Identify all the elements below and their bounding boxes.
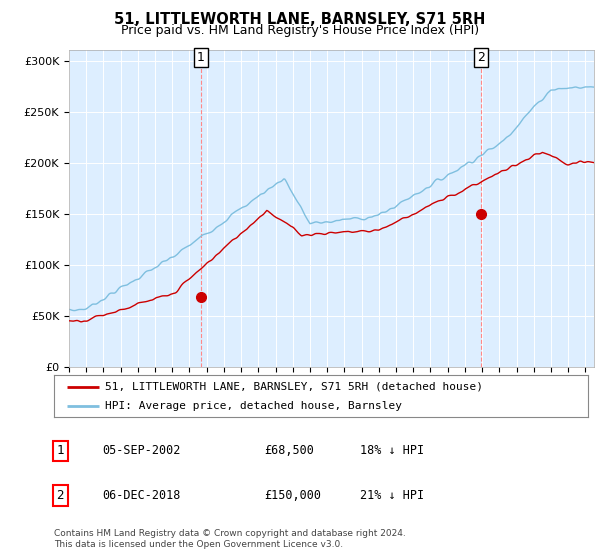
Text: 2: 2: [56, 489, 64, 502]
Text: £68,500: £68,500: [264, 444, 314, 458]
Text: £150,000: £150,000: [264, 489, 321, 502]
Text: 51, LITTLEWORTH LANE, BARNSLEY, S71 5RH: 51, LITTLEWORTH LANE, BARNSLEY, S71 5RH: [115, 12, 485, 27]
Text: 1: 1: [197, 51, 205, 64]
Text: HPI: Average price, detached house, Barnsley: HPI: Average price, detached house, Barn…: [105, 401, 402, 411]
Text: 18% ↓ HPI: 18% ↓ HPI: [360, 444, 424, 458]
Text: 2: 2: [477, 51, 485, 64]
Text: Price paid vs. HM Land Registry's House Price Index (HPI): Price paid vs. HM Land Registry's House …: [121, 24, 479, 37]
Text: Contains HM Land Registry data © Crown copyright and database right 2024.
This d: Contains HM Land Registry data © Crown c…: [54, 529, 406, 549]
Text: 06-DEC-2018: 06-DEC-2018: [102, 489, 181, 502]
Text: 1: 1: [56, 444, 64, 458]
Text: 51, LITTLEWORTH LANE, BARNSLEY, S71 5RH (detached house): 51, LITTLEWORTH LANE, BARNSLEY, S71 5RH …: [105, 381, 483, 391]
Text: 05-SEP-2002: 05-SEP-2002: [102, 444, 181, 458]
Text: 21% ↓ HPI: 21% ↓ HPI: [360, 489, 424, 502]
